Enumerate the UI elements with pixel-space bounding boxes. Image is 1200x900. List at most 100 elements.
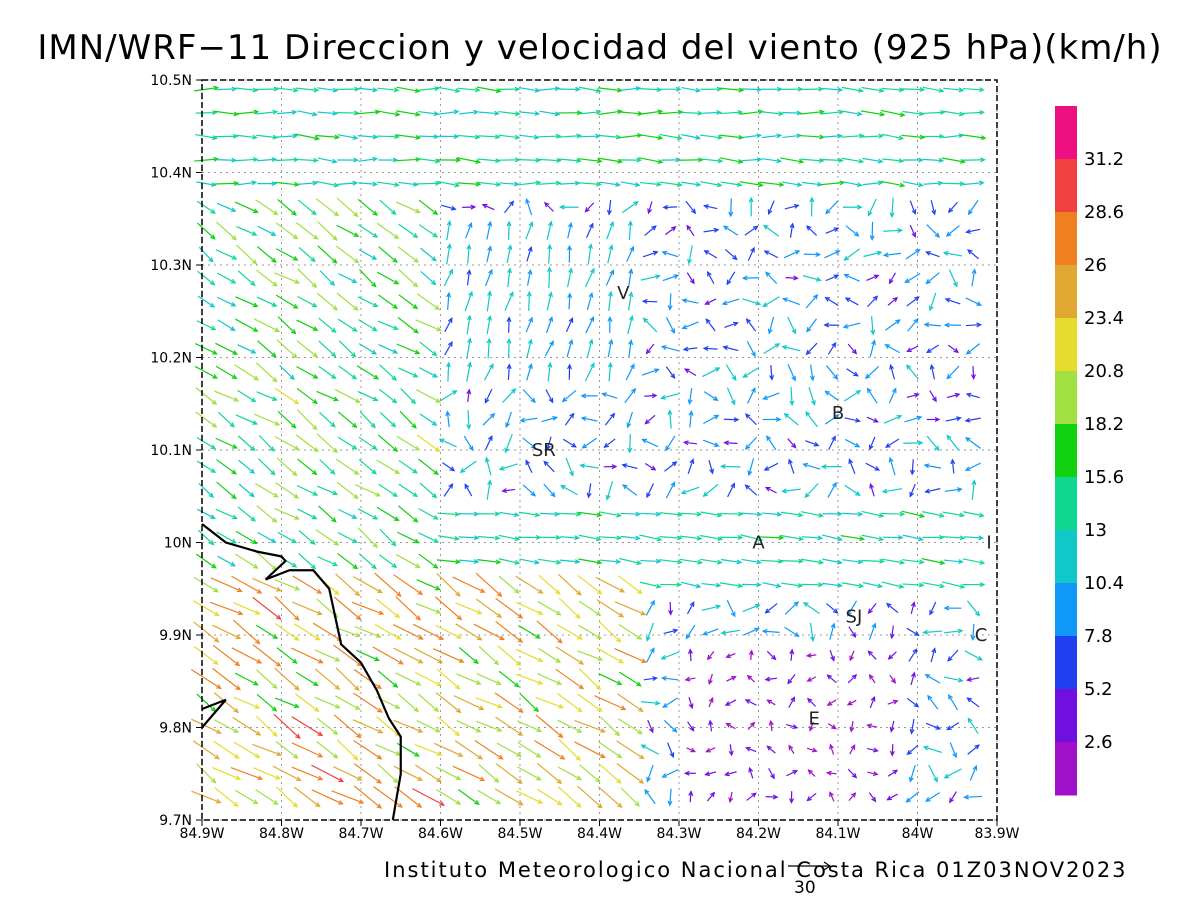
wind-arrow (535, 714, 564, 739)
wind-arrow (847, 343, 858, 355)
wind-arrow (417, 693, 440, 713)
wind-arrow (197, 270, 216, 286)
wind-arrow (929, 601, 937, 616)
wind-arrow (942, 511, 966, 518)
wind-arrow (297, 180, 319, 186)
wind-arrow (909, 224, 917, 238)
wind-arrow (739, 181, 764, 188)
wind-arrow (647, 201, 653, 215)
wind-arrow (906, 345, 919, 352)
wind-arrow (195, 411, 218, 428)
wind-arrow (257, 181, 278, 187)
wind-arrow (577, 650, 604, 661)
wind-arrow (566, 267, 574, 288)
y-tick-label: 10.2N (150, 351, 192, 367)
wind-arrow (237, 435, 256, 452)
wind-arrow (820, 109, 845, 115)
wind-arrow (214, 110, 240, 117)
wind-arrow (720, 558, 743, 565)
wind-arrow (358, 248, 378, 260)
wind-arrow (506, 244, 513, 264)
wind-arrow (861, 558, 885, 564)
wind-arrow (841, 157, 865, 164)
wind-arrow (822, 582, 843, 588)
wind-arrow (377, 320, 399, 331)
wind-arrow (452, 576, 486, 593)
wind-arrow (598, 741, 623, 759)
wind-arrow (942, 581, 966, 589)
wind-arrow (640, 274, 661, 281)
wind-arrow (378, 246, 398, 263)
wind-arrow (518, 157, 542, 163)
wind-arrow (843, 389, 862, 402)
wind-arrow (822, 133, 843, 139)
wind-arrow (866, 747, 879, 753)
wind-arrow (829, 622, 836, 640)
wind-arrow (962, 109, 986, 115)
wind-arrow (396, 435, 421, 451)
wind-arrow (291, 766, 324, 781)
wind-arrow (760, 558, 784, 564)
wind-arrow (861, 534, 885, 542)
wind-arrow (924, 488, 941, 494)
wind-arrow (579, 109, 602, 115)
wind-arrow (195, 553, 217, 569)
wind-arrow (881, 511, 906, 517)
wind-arrow (924, 674, 941, 684)
wind-arrow (598, 763, 622, 784)
wind-arrow (781, 345, 801, 352)
wind-arrow (645, 622, 655, 642)
wind-arrow (628, 339, 634, 358)
colorbar-label: 15.6 (1084, 467, 1124, 488)
wind-arrow (868, 622, 877, 640)
wind-arrow (641, 700, 661, 706)
wind-arrow (331, 790, 365, 804)
wind-arrow (627, 434, 633, 454)
wind-arrow (881, 558, 906, 565)
x-tick-label: 84W (902, 826, 934, 842)
wind-arrow (889, 363, 896, 380)
wind-arrow (661, 250, 679, 258)
wind-arrow (557, 766, 583, 781)
wind-arrow (498, 575, 520, 594)
wind-arrow (191, 718, 222, 734)
wind-arrow (518, 180, 542, 186)
wind-arrow (922, 534, 945, 540)
wind-arrow (961, 134, 987, 141)
wind-arrow (603, 464, 618, 470)
wind-arrow (720, 109, 744, 115)
wind-arrow (357, 198, 379, 216)
wind-arrow (617, 718, 643, 735)
wind-arrow (519, 693, 540, 713)
wind-arrow (781, 86, 804, 92)
wind-arrow (660, 651, 680, 660)
wind-arrow (398, 367, 419, 378)
wind-arrow (494, 692, 524, 713)
wind-arrow (234, 553, 259, 569)
wind-arrow (905, 791, 920, 803)
wind-arrow (849, 650, 855, 662)
wind-arrow (316, 741, 339, 759)
wind-arrow (841, 582, 865, 589)
wind-arrow (641, 298, 658, 304)
wind-arrow (971, 479, 977, 500)
wind-arrow (621, 463, 638, 470)
wind-arrow (901, 510, 926, 519)
wind-arrow (807, 769, 816, 777)
wind-arrow (787, 316, 797, 335)
wind-arrow (547, 361, 553, 382)
wind-arrow (719, 582, 744, 589)
wind-arrow (256, 109, 279, 115)
wind-arrow (459, 109, 480, 115)
wind-arrow (665, 366, 676, 379)
wind-arrow (377, 434, 399, 453)
wind-arrow (210, 577, 243, 593)
wind-arrow (967, 744, 980, 755)
wind-arrow (557, 719, 583, 733)
wind-arrow (806, 747, 818, 753)
wind-arrow (557, 573, 582, 596)
wind-arrow (663, 719, 678, 733)
wind-arrow (767, 316, 775, 335)
wind-arrow (866, 387, 878, 404)
wind-arrow (926, 416, 941, 422)
